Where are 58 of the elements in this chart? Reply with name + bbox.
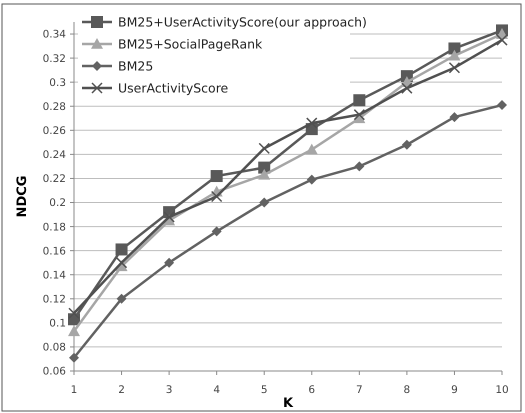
point bbox=[164, 258, 174, 268]
y-tick-label: 0.22 bbox=[42, 173, 66, 186]
point bbox=[449, 112, 460, 122]
y-tick-label: 0.14 bbox=[42, 269, 66, 282]
x-tick-label: 1 bbox=[70, 384, 78, 396]
point bbox=[306, 174, 317, 185]
point bbox=[306, 144, 318, 154]
x-tick-label: 7 bbox=[356, 384, 363, 396]
point bbox=[210, 170, 223, 182]
point bbox=[68, 325, 80, 336]
x-tick-label: 8 bbox=[404, 384, 410, 396]
point bbox=[448, 50, 460, 60]
point bbox=[401, 82, 413, 94]
y-tick-label: 0.16 bbox=[42, 245, 66, 258]
y-tick-label: 0.26 bbox=[42, 124, 66, 137]
y-tick-label: 0.24 bbox=[42, 149, 66, 162]
point bbox=[258, 168, 270, 180]
point bbox=[163, 211, 175, 223]
y-tick-label: 0.34 bbox=[42, 28, 66, 41]
point bbox=[354, 108, 366, 120]
y-tick-label: 0.32 bbox=[42, 52, 66, 65]
point bbox=[402, 140, 412, 150]
point bbox=[497, 100, 507, 110]
y-axis-title: NDCG bbox=[15, 176, 30, 218]
x-tick-label: 3 bbox=[166, 384, 172, 396]
legend-label: BM25+SocialPageRank bbox=[118, 36, 264, 52]
point bbox=[496, 34, 508, 46]
point bbox=[116, 243, 128, 256]
point bbox=[116, 256, 128, 268]
y-tick-label: 0.28 bbox=[42, 100, 66, 113]
y-tick-label: 0.3 bbox=[49, 76, 66, 89]
y-tick-label: 0.2 bbox=[49, 197, 66, 210]
x-tick-label: 2 bbox=[118, 384, 125, 396]
y-tick-label: 0.1 bbox=[49, 318, 66, 330]
point bbox=[354, 161, 364, 172]
x-tick-label: 10 bbox=[495, 384, 509, 396]
point bbox=[210, 190, 222, 202]
point bbox=[212, 226, 222, 236]
y-tick-label: 0.12 bbox=[42, 293, 66, 306]
point bbox=[259, 198, 270, 208]
x-tick-label: 9 bbox=[451, 384, 458, 396]
point bbox=[353, 94, 366, 106]
y-tick-label: 0.06 bbox=[42, 366, 66, 378]
y-tick-label: 0.18 bbox=[42, 221, 66, 234]
y-tick-label: 0.08 bbox=[42, 342, 66, 354]
x-tick-label: 6 bbox=[308, 384, 316, 396]
x-tick-label: 5 bbox=[260, 384, 268, 396]
legend-label: BM25+UserActivityScore(our approach) bbox=[118, 14, 367, 30]
x-axis-title: K bbox=[282, 396, 294, 411]
point bbox=[258, 142, 270, 154]
legend-label: UserActivityScore bbox=[118, 80, 229, 96]
x-tick-label: 4 bbox=[213, 384, 220, 396]
point bbox=[306, 117, 318, 129]
legend-label: BM25 bbox=[118, 58, 154, 74]
point bbox=[116, 294, 127, 304]
point bbox=[69, 352, 79, 363]
point bbox=[68, 307, 80, 319]
point bbox=[448, 62, 460, 74]
